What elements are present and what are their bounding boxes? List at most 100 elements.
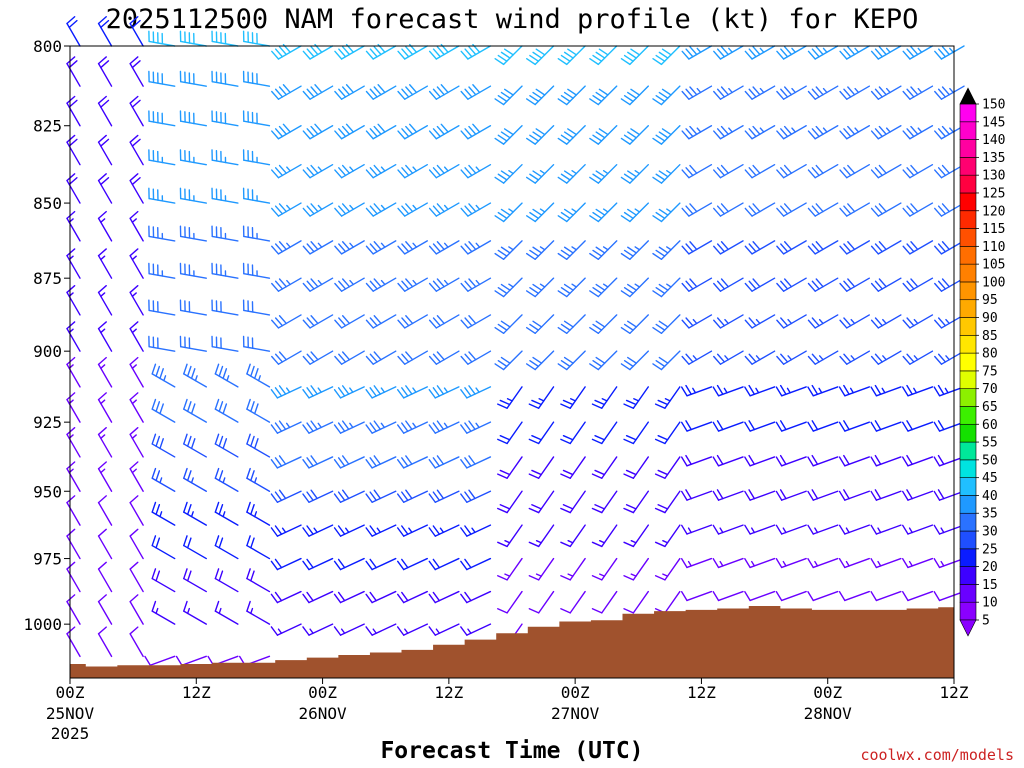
y-tick-label: 875 <box>33 269 62 288</box>
wind-barb <box>334 43 365 60</box>
wind-barb <box>151 363 176 388</box>
wind-barb <box>680 489 713 501</box>
wind-barb <box>246 600 271 625</box>
wind-barb <box>526 85 555 106</box>
x-tick-label: 00Z <box>561 683 590 702</box>
wind-barb <box>148 149 176 166</box>
wind-barb <box>302 385 334 399</box>
wind-barb <box>744 489 776 501</box>
wind-barb <box>713 350 744 365</box>
wind-barb <box>148 262 176 279</box>
wind-barb <box>681 45 713 60</box>
wind-barb <box>66 495 81 526</box>
wind-barb <box>839 85 870 100</box>
wind-barb <box>681 202 713 217</box>
wind-barb <box>807 350 839 365</box>
wind-barb <box>526 350 555 371</box>
wind-barb <box>460 455 492 469</box>
colorbar-label: 115 <box>982 222 1005 237</box>
wind-barbs <box>66 16 965 666</box>
wind-barb <box>460 202 492 217</box>
wind-barb <box>66 626 81 658</box>
wind-barb <box>365 240 397 255</box>
wind-barb <box>242 335 271 352</box>
wind-barb <box>654 421 681 445</box>
wind-barb <box>183 363 207 388</box>
wind-barb <box>557 277 586 298</box>
wind-barb <box>934 85 965 100</box>
wind-barb <box>901 590 934 602</box>
colorbar-segment <box>959 406 977 425</box>
wind-barb <box>744 277 776 292</box>
wind-barb <box>428 590 460 604</box>
wind-barb <box>246 535 271 560</box>
wind-barb <box>333 590 365 604</box>
wind-barb <box>365 385 397 399</box>
wind-barb <box>396 455 428 469</box>
wind-barb <box>591 524 618 548</box>
wind-barb <box>591 386 618 409</box>
wind-barb <box>129 248 144 279</box>
wind-barb <box>183 467 207 492</box>
wind-barb <box>712 557 744 569</box>
wind-barb <box>591 421 618 445</box>
colorbar-segment <box>959 317 977 336</box>
wind-barb <box>97 16 113 47</box>
wind-barb <box>713 163 744 179</box>
wind-barb <box>397 84 428 100</box>
wind-barb <box>870 202 902 217</box>
wind-barb <box>129 56 144 87</box>
wind-barb <box>129 426 144 458</box>
wind-barb <box>494 277 523 298</box>
wind-barb <box>183 535 207 560</box>
wind-barb <box>129 321 144 352</box>
wind-barb <box>270 590 302 604</box>
wind-barb <box>333 489 365 503</box>
wind-barb <box>589 163 618 184</box>
wind-barb <box>151 600 176 625</box>
wind-barb <box>428 455 460 469</box>
wind-barb <box>271 123 302 140</box>
colorbar-label: 40 <box>982 489 998 504</box>
wind-barb <box>712 420 744 432</box>
wind-barb <box>302 557 334 571</box>
y-tick-label: 900 <box>33 342 62 361</box>
wind-barb <box>528 421 555 445</box>
wind-barb <box>870 314 902 329</box>
wind-barb <box>494 350 523 371</box>
wind-barb <box>334 314 365 329</box>
wind-barb <box>460 420 492 434</box>
wind-barb <box>365 350 397 365</box>
wind-barb <box>591 590 618 614</box>
wind-barb <box>97 134 113 166</box>
wind-barb <box>623 590 649 614</box>
wind-barb <box>66 561 81 593</box>
wind-barb <box>680 420 713 432</box>
wind-barb <box>365 420 397 434</box>
wind-barb <box>902 125 934 140</box>
wind-barb <box>97 561 113 593</box>
colorbar-label: 150 <box>982 98 1005 113</box>
wind-barb <box>902 350 934 365</box>
colorbar-segment <box>959 512 977 532</box>
wind-barb <box>870 557 902 569</box>
plot-frame <box>69 45 955 679</box>
wind-barb <box>870 454 902 467</box>
wind-barb <box>271 277 302 292</box>
wind-barb <box>744 420 776 432</box>
wind-barb <box>557 240 586 260</box>
wind-barb <box>179 110 207 127</box>
wind-barb <box>591 557 618 581</box>
wind-barb <box>620 45 649 66</box>
wind-barb <box>713 240 744 255</box>
wind-barb <box>620 277 649 298</box>
wind-barb <box>97 461 113 492</box>
colorbar-segment <box>959 157 977 176</box>
wind-barb <box>807 85 839 100</box>
y-tick-label: 925 <box>33 413 62 432</box>
wind-barb <box>557 314 586 335</box>
wind-barb <box>620 202 649 223</box>
wind-barb <box>333 524 365 537</box>
wind-barb <box>66 134 81 166</box>
wind-barb <box>744 85 776 100</box>
